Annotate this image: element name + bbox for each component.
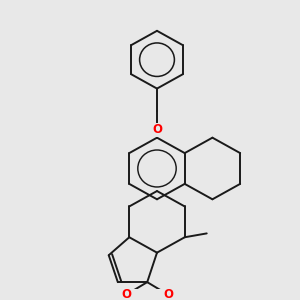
Text: O: O (152, 124, 162, 136)
Text: O: O (163, 288, 173, 300)
Text: O: O (121, 288, 131, 300)
